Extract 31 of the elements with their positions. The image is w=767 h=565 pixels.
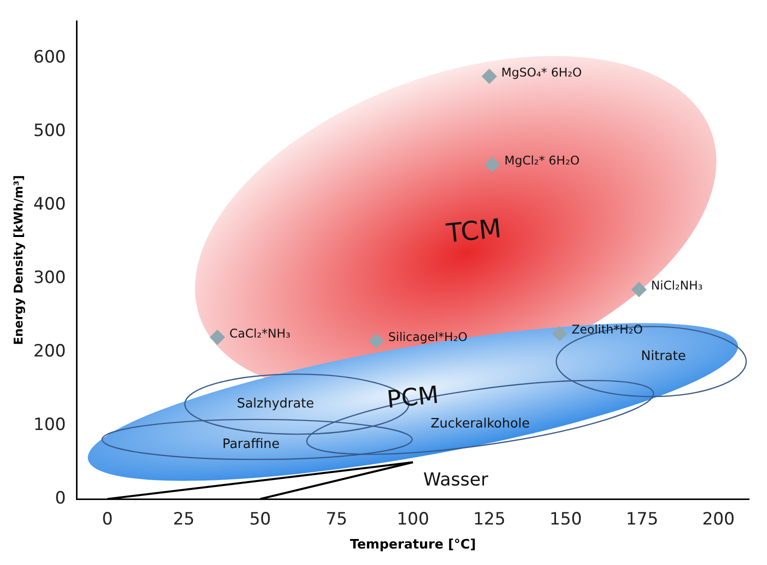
x-axis-title: Temperature [°C] [350, 538, 476, 553]
y-axis-title: Energy Density [kWh/m³] [11, 175, 26, 346]
annotation: Zeolith*H₂O [572, 322, 643, 337]
x-tick-label: 25 [172, 510, 195, 530]
y-tick-label: 300 [33, 268, 66, 288]
x-tick-label: 150 [549, 510, 582, 530]
y-tick-label: 500 [33, 120, 66, 141]
annotation: NiCl₂NH₃ [651, 278, 703, 293]
x-tick-label: 75 [326, 510, 348, 530]
x-tick-label: 125 [473, 510, 506, 530]
annotation: Wasser [423, 469, 489, 490]
annotation: PCM [386, 380, 440, 414]
annotation: Nitrate [641, 348, 686, 364]
annotation: Salzhydrate [236, 396, 314, 412]
x-tick-label: 0 [102, 510, 113, 530]
y-tick-label: 400 [33, 194, 66, 214]
annotation: CaCl₂*NH₃ [229, 326, 291, 340]
x-tick-label: 50 [249, 510, 271, 530]
annotation: Zuckeralkohole [430, 416, 530, 432]
annotation: Paraffine [222, 436, 280, 452]
x-tick-label: 175 [626, 510, 658, 530]
annotation: TCM [444, 214, 503, 250]
y-tick-label: 0 [55, 488, 66, 508]
y-tick-label: 100 [33, 414, 66, 435]
annotation: MgCl₂* 6H₂O [504, 154, 580, 168]
y-tick-label: 200 [33, 341, 66, 362]
x-tick-label: 200 [702, 510, 735, 530]
annotation: MgSO₄* 6H₂O [501, 65, 582, 80]
annotation: Silicagel*H₂O [388, 330, 468, 344]
x-tick-label: 100 [396, 510, 430, 530]
y-tick-label: 600 [33, 47, 66, 68]
